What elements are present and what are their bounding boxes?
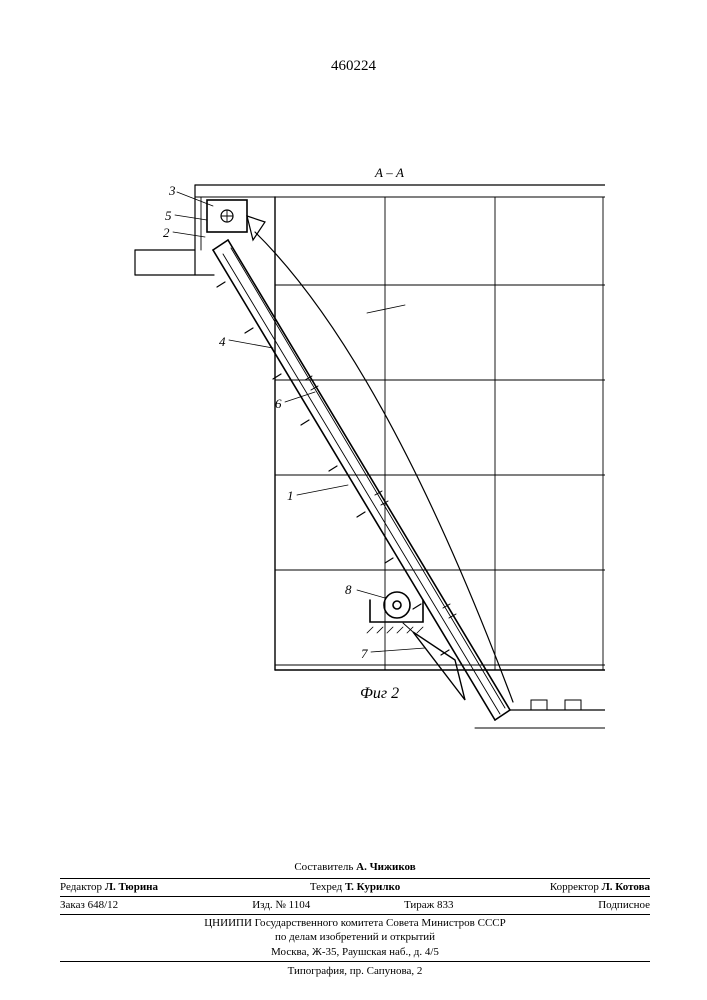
editor-label: Редактор — [60, 881, 102, 893]
order-label: Заказ — [60, 899, 85, 911]
callout-7: 7 — [361, 646, 368, 661]
callout-6: 6 — [275, 396, 282, 411]
order-value: 648/12 — [88, 899, 119, 911]
section-label: А – А — [374, 165, 404, 180]
org-line1: ЦНИИПИ Государственного комитета Совета … — [60, 916, 650, 931]
tirazh-value: 833 — [437, 899, 454, 911]
callout-2: 2 — [163, 225, 170, 240]
tirazh-label: Тираж — [404, 899, 434, 911]
printhouse: Типография, пр. Сапунова, 2 — [60, 961, 650, 979]
compiler-label: Составитель — [294, 861, 353, 873]
callout-5: 5 — [165, 208, 172, 223]
imprint-footer: Составитель А. Чижиков Редактор Л. Тюрин… — [60, 860, 650, 979]
corrector-label: Корректор — [550, 881, 599, 893]
figure-2: 3 5 2 4 6 1 8 7 А – А — [105, 100, 605, 800]
izd-label: Изд. № — [252, 899, 286, 911]
callout-3: 3 — [168, 183, 176, 198]
figure-caption: Фиг 2 — [360, 685, 399, 703]
callout-4: 4 — [219, 334, 226, 349]
techred-name: Т. Курилко — [345, 881, 400, 893]
callout-8: 8 — [345, 582, 352, 597]
techred-label: Техред — [310, 881, 342, 893]
callout-1: 1 — [287, 488, 294, 503]
compiler-name: А. Чижиков — [356, 861, 416, 873]
corrector-name: Л. Котова — [602, 881, 650, 893]
podpisnoe: Подписное — [503, 898, 651, 913]
editor-name: Л. Тюрина — [105, 881, 158, 893]
izd-value: 1104 — [289, 899, 311, 911]
patent-number: 460224 — [0, 58, 707, 75]
org-line3: Москва, Ж-35, Раушская наб., д. 4/5 — [60, 945, 650, 960]
org-line2: по делам изобретений и открытий — [60, 930, 650, 945]
